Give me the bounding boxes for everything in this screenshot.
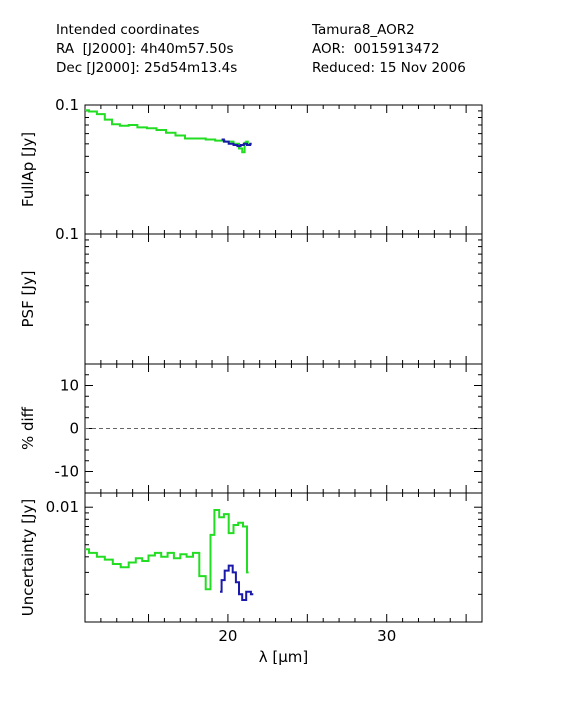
panel-1-frame [84, 104, 483, 235]
panel-2-frame [84, 233, 483, 365]
x-axis-label: λ [μm] [259, 648, 309, 666]
header-intended-label: Intended coordinates [56, 22, 200, 38]
y-tick-label: 0.1 [55, 96, 79, 114]
y-tick-label: 10 [60, 377, 79, 395]
header-aor: AOR: 0015913472 [312, 41, 440, 57]
header-dec: Dec [J2000]: 25d54m13.4s [56, 60, 238, 76]
y-tick-label: 0 [69, 420, 79, 438]
header-target-name: Tamura8_AOR2 [312, 22, 415, 38]
panel-3-y-label: % diff [19, 406, 37, 450]
y-tick-label: -10 [55, 463, 80, 481]
panel-2-y-label: PSF [Jy] [19, 271, 37, 328]
header-ra: RA [J2000]: 4h40m57.50s [56, 41, 234, 57]
panel-1-green-series-line [85, 109, 249, 154]
x-tick-label: 20 [218, 627, 237, 645]
y-tick-label: 0.01 [46, 498, 79, 516]
y-tick-label: 0.1 [55, 225, 79, 243]
header-reduced-date: Reduced: 15 Nov 2006 [312, 60, 466, 76]
panel-4-frame [84, 492, 483, 623]
panel-4-green-series-line [85, 509, 249, 591]
panel-1-y-label: FullAp [Jy] [19, 132, 37, 207]
panel-4-blue-series-line [220, 564, 254, 601]
panel-4-y-label: Uncertainty [Jy] [19, 499, 37, 616]
x-tick-label: 30 [377, 627, 396, 645]
panel-1-blue-series-line [221, 138, 252, 148]
